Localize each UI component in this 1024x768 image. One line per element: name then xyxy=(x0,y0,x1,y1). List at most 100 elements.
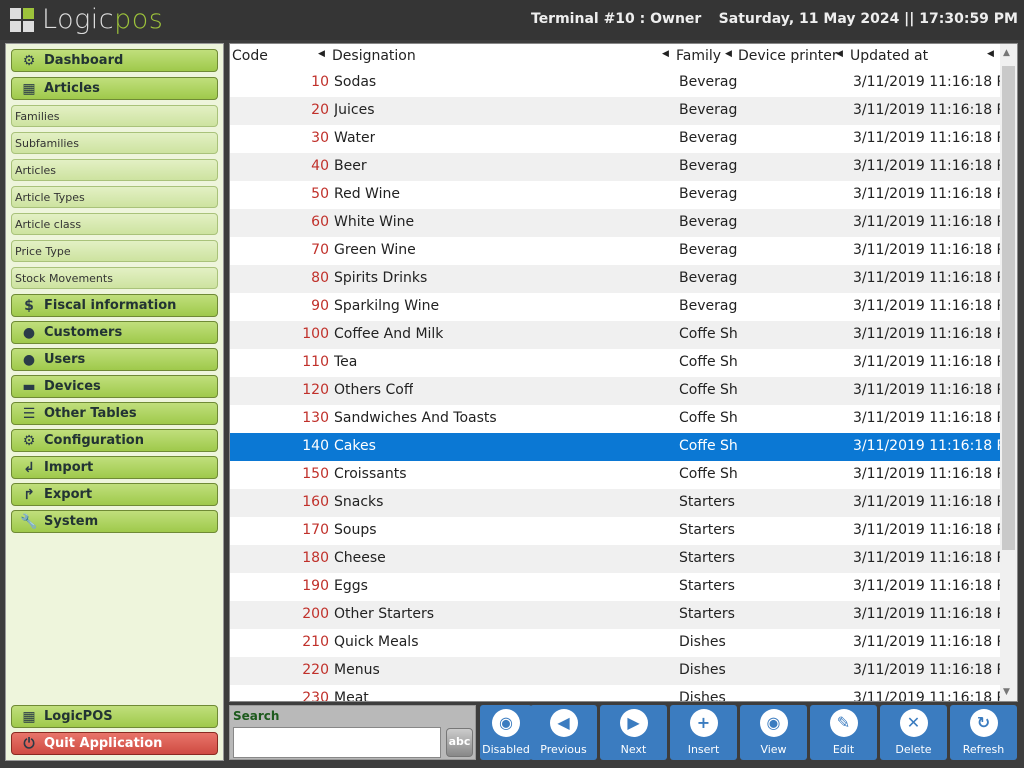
edit-button[interactable]: ✎ Edit xyxy=(810,705,877,760)
wrench-icon: 🔧 xyxy=(20,513,38,530)
sidebar-subitem-article-types[interactable]: Article Types xyxy=(11,186,218,208)
cell-code: 200 xyxy=(302,606,329,622)
sidebar-item-configuration[interactable]: ⚙ Configuration xyxy=(11,429,218,452)
cell-designation: White Wine xyxy=(334,214,415,230)
cell-code: 210 xyxy=(302,634,329,650)
table-row[interactable]: 20 Juices Beverage 3/11/2019 11:16:18 PM xyxy=(230,97,1001,125)
delete-button[interactable]: ✕ Delete xyxy=(880,705,947,760)
logo-text-accent: pos xyxy=(114,4,164,35)
vertical-scrollbar[interactable]: ▲ ▼ xyxy=(1000,44,1017,701)
quit-application-button[interactable]: ⏻ Quit Application xyxy=(11,732,218,755)
table-header: Code ◀ Designation ◀ Family ◀ Device pri… xyxy=(230,44,1001,69)
cell-code: 160 xyxy=(302,494,329,510)
sidebar-subitem-families[interactable]: Families xyxy=(11,105,218,127)
table-row[interactable]: 50 Red Wine Beverage 3/11/2019 11:16:18 PM xyxy=(230,181,1001,209)
sidebar-item-dashboard[interactable]: ⚙ Dashboard xyxy=(11,49,218,72)
sidebar-item-articles[interactable]: ▦ Articles xyxy=(11,77,218,100)
sidebar-item-system[interactable]: 🔧 System xyxy=(11,510,218,533)
view-button[interactable]: ◉ View xyxy=(740,705,807,760)
table-row[interactable]: 140 Cakes Coffe Sh 3/11/2019 11:16:18 PM xyxy=(230,433,1001,461)
table-row[interactable]: 150 Croissants Coffe Sh 3/11/2019 11:16:18 … xyxy=(230,461,1001,489)
table-row[interactable]: 80 Spirits Drinks Beverage 3/11/2019 11:16:… xyxy=(230,265,1001,293)
next-icon: ▶ xyxy=(619,709,648,737)
logo-text: Logic xyxy=(42,4,115,35)
table-row[interactable]: 220 Menus Dishes 3/11/2019 11:16:18 PM xyxy=(230,657,1001,685)
sidebar-item-fiscal-information-label: Fiscal information xyxy=(44,298,177,313)
table-row[interactable]: 60 White Wine Beverage 3/11/2019 11:16:18 P… xyxy=(230,209,1001,237)
terminal-label: Terminal #10 : Owner xyxy=(531,11,702,27)
table-row[interactable]: 120 Others Coff Coffe Sh 3/11/2019 11:16:18… xyxy=(230,377,1001,405)
column-header-code[interactable]: Code xyxy=(232,48,268,64)
eye-icon: ◉ xyxy=(759,709,788,737)
cell-family: Beverage xyxy=(679,298,737,314)
table-row[interactable]: 10 Sodas Beverage 3/11/2019 11:16:18 PM xyxy=(230,69,1001,97)
table-row[interactable]: 200 Other Starters Starters 3/11/2019 11:16… xyxy=(230,601,1001,629)
previous-button[interactable]: ◀ Previous xyxy=(530,705,597,760)
cell-updated-at: 3/11/2019 11:16:18 PM xyxy=(853,74,1001,90)
cell-code: 10 xyxy=(311,74,329,90)
sidebar-item-customers[interactable]: ● Customers xyxy=(11,321,218,344)
sidebar-item-export[interactable]: ↱ Export xyxy=(11,483,218,506)
table-row[interactable]: 130 Sandwiches And Toasts Coffe Sh 3/11/201… xyxy=(230,405,1001,433)
column-header-device-printer[interactable]: Device printer xyxy=(738,48,838,64)
sidebar-item-customers-label: Customers xyxy=(44,325,123,340)
cell-family: Beverage xyxy=(679,186,737,202)
table-row[interactable]: 30 Water Beverage 3/11/2019 11:16:18 PM xyxy=(230,125,1001,153)
cell-family: Starters xyxy=(679,578,735,594)
cell-code: 100 xyxy=(302,326,329,342)
refresh-button[interactable]: ↻ Refresh xyxy=(950,705,1017,760)
cell-code: 130 xyxy=(302,410,329,426)
top-bar: Logicpos Terminal #10 : Owner Saturday, … xyxy=(0,0,1024,40)
table-row[interactable]: 170 Soups Starters 3/11/2019 11:16:18 PM xyxy=(230,517,1001,545)
insert-button[interactable]: + Insert xyxy=(670,705,737,760)
sort-arrow-icon: ◀ xyxy=(725,49,732,59)
scrollbar-thumb[interactable] xyxy=(1002,66,1015,550)
sidebar-subitem-article-class[interactable]: Article class xyxy=(11,213,218,235)
sidebar-item-import[interactable]: ↲ Import xyxy=(11,456,218,479)
logo-icon: ▦ xyxy=(22,708,36,725)
scroll-down-icon[interactable]: ▼ xyxy=(1003,687,1010,697)
next-label: Next xyxy=(620,743,647,756)
person-icon: ● xyxy=(22,324,36,341)
column-header-updated-at[interactable]: Updated at xyxy=(850,48,929,64)
sidebar-subitem-price-type[interactable]: Price Type xyxy=(11,240,218,262)
table-row[interactable]: 190 Eggs Starters 3/11/2019 11:16:18 PM xyxy=(230,573,1001,601)
sidebar-item-other-tables[interactable]: ☰ Other Tables xyxy=(11,402,218,425)
next-button[interactable]: ▶ Next xyxy=(600,705,667,760)
cell-designation: Eggs xyxy=(334,578,368,594)
table-row[interactable]: 40 Beer Beverage 3/11/2019 11:16:18 PM xyxy=(230,153,1001,181)
table-row[interactable]: 90 Sparkilng Wine Beverage 3/11/2019 11:16:… xyxy=(230,293,1001,321)
cell-designation: Cakes xyxy=(334,438,376,454)
table-row[interactable]: 180 Cheese Starters 3/11/2019 11:16:18 PM xyxy=(230,545,1001,573)
column-header-family[interactable]: Family xyxy=(676,48,722,64)
sidebar-item-users[interactable]: ● Users xyxy=(11,348,218,371)
sidebar-subitem-subfamilies[interactable]: Subfamilies xyxy=(11,132,218,154)
table-row[interactable]: 160 Snacks Starters 3/11/2019 11:16:18 PM xyxy=(230,489,1001,517)
sidebar: ⚙ Dashboard ▦ Articles Families Subfamilies Ar… xyxy=(5,43,224,761)
insert-label: Insert xyxy=(687,743,720,756)
column-header-designation[interactable]: Designation xyxy=(332,48,416,64)
cell-designation: Red Wine xyxy=(334,186,400,202)
cell-designation: Menus xyxy=(334,662,380,678)
cell-updated-at: 3/11/2019 11:16:18 PM xyxy=(853,102,1001,118)
sidebar-subitem-stock-movements[interactable]: Stock Movements xyxy=(11,267,218,289)
keyboard-button[interactable]: abc xyxy=(446,728,473,757)
scroll-up-icon[interactable]: ▲ xyxy=(1003,48,1010,58)
table-row[interactable]: 70 Green Wine Beverage 3/11/2019 11:16:18 P… xyxy=(230,237,1001,265)
sidebar-item-fiscal-information[interactable]: $ Fiscal information xyxy=(11,294,218,317)
table-row[interactable]: 210 Quick Meals Dishes 3/11/2019 11:16:18 P… xyxy=(230,629,1001,657)
cell-updated-at: 3/11/2019 11:16:18 PM xyxy=(853,298,1001,314)
search-input[interactable] xyxy=(233,727,441,758)
sidebar-subitem-articles[interactable]: Articles xyxy=(11,159,218,181)
table-row[interactable]: 110 Tea Coffe Sh 3/11/2019 11:16:18 PM xyxy=(230,349,1001,377)
table-row[interactable]: 230 Meat Dishes 3/11/2019 11:16:18 PM xyxy=(230,685,1001,701)
articles-table: Code ◀ Designation ◀ Family ◀ Device pri… xyxy=(229,43,1018,702)
table-row[interactable]: 100 Coffee And Milk Coffe Sh 3/11/2019 11:1… xyxy=(230,321,1001,349)
sidebar-item-articles-label: Articles xyxy=(44,81,100,96)
cell-designation: Cheese xyxy=(334,550,386,566)
sidebar-item-devices[interactable]: ▬ Devices xyxy=(11,375,218,398)
cell-designation: Croissants xyxy=(334,466,407,482)
cell-code: 150 xyxy=(302,466,329,482)
sidebar-item-logicpos[interactable]: ▦ LogicPOS xyxy=(11,705,218,728)
disabled-button[interactable]: ◉ Disabled xyxy=(480,705,532,760)
